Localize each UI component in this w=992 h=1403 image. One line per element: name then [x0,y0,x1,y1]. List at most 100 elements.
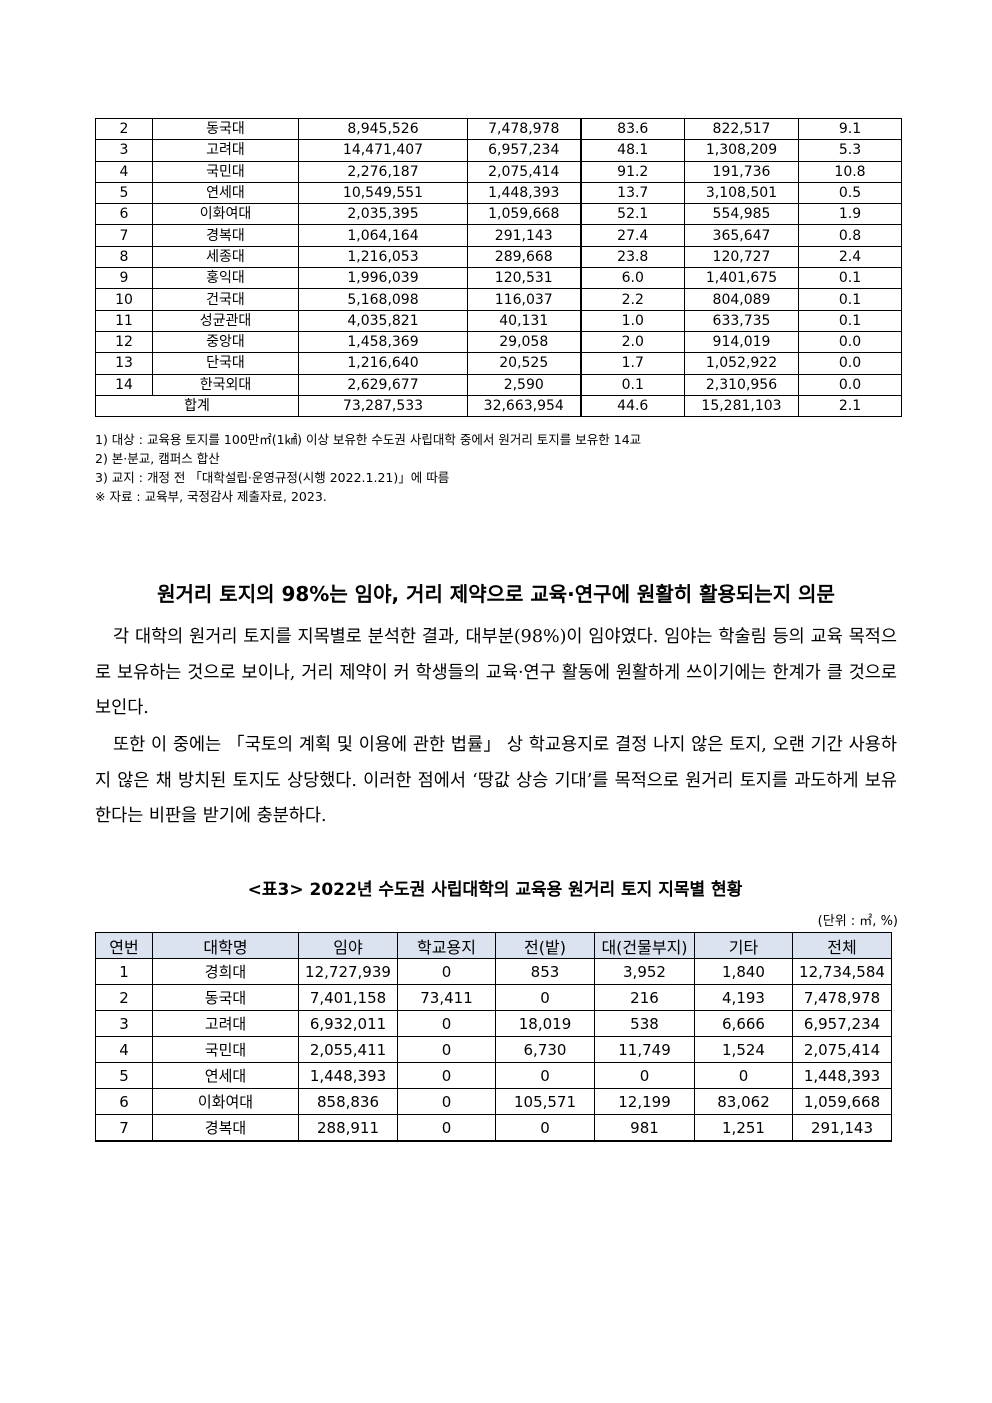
table-cell: 0.5 [798,181,902,205]
table-cell: 822,517 [684,117,799,141]
table-cell: 538 [594,1010,695,1037]
table-cell: 27.4 [580,224,685,247]
table-cell: 3,108,501 [684,181,799,205]
table-cell: 3,952 [594,958,695,985]
table-header-row: 연번 대학명 임야 학교용지 전(밭) 대(건물부지) 기타 전체 [95,932,892,959]
table-cell: 0 [397,1088,496,1115]
table-cell: 0.0 [798,352,902,375]
table-cell: 2,310,956 [684,373,799,396]
table-cell: 1,448,393 [467,181,582,205]
table-cell: 4,193 [694,984,793,1011]
section-heading: 원거리 토지의 98%는 임야, 거리 제약으로 교육·연구에 원활히 활용되는… [157,582,835,606]
table-cell: 105,571 [495,1088,595,1115]
source-note: ※ 자료 : 교육부, 국정감사 제출자료, 2023. [95,489,327,504]
paragraph-2: 또한 이 중에는 「국토의 계획 및 이용에 관한 법률」 상 학교용지로 결정… [95,735,897,826]
table-cell: 0 [495,1062,595,1089]
table-cell: 3 [95,1010,153,1037]
total-label: 합계 [95,394,299,418]
table-cell: 0 [397,958,496,985]
table-cell: 9.1 [798,117,902,141]
table-cell: 291,143 [792,1114,892,1142]
table-cell: 120,727 [684,245,799,269]
table-cell: 동국대 [152,117,299,141]
table-cell: 동국대 [152,984,299,1011]
table-cell: 고려대 [152,1010,299,1037]
table-cell: 9 [95,267,153,290]
table-cell: 83,062 [694,1088,793,1115]
table-cell: 단국대 [152,352,299,375]
table-cell: 13 [95,352,153,375]
table-cell: 1,401,675 [684,267,799,290]
table-cell: 116,037 [467,288,582,311]
table-cell: 2,075,414 [467,160,582,183]
table-row: 11 성균관대 4,035,821 40,131 1.0 633,735 0.1 [95,309,902,332]
table-cell: 804,089 [684,288,799,311]
table-cell: 13.7 [580,181,685,205]
table-cell: 이화여대 [152,203,299,226]
table-cell: 1,458,369 [298,330,468,354]
table-row: 2 동국대 7,401,158 73,411 0 216 4,193 7,478,978 [95,984,892,1011]
table-cell: 12 [95,330,153,354]
table-cell: 2,075,414 [792,1036,892,1063]
table-cell: 12,727,939 [298,958,398,985]
column-header: 학교용지 [397,932,496,959]
table-cell: 1,064,164 [298,224,468,247]
table-cell: 2,055,411 [298,1036,398,1063]
table-cell: 2,629,677 [298,373,468,396]
table-cell: 365,647 [684,224,799,247]
table-cell: 1,996,039 [298,267,468,290]
table-cell: 6,957,234 [792,1010,892,1037]
table-cell: 1,059,668 [792,1088,892,1115]
table-cell: 914,019 [684,330,799,354]
table-cell: 0.1 [798,267,902,290]
table-row: 13 단국대 1,216,640 20,525 1.7 1,052,922 0.0 [95,352,902,375]
table-cell: 5 [95,1062,153,1089]
table-cell: 고려대 [152,139,299,162]
table-cell: 성균관대 [152,309,299,332]
table-cell: 0 [495,984,595,1011]
table-cell: 40,131 [467,309,582,332]
table-cell: 1.0 [580,309,685,332]
table-cell: 6 [95,1088,153,1115]
table-cell: 7,478,978 [467,117,582,141]
table-cell: 2.2 [580,288,685,311]
column-header: 대(건물부지) [594,932,695,959]
table-cell: 191,736 [684,160,799,183]
table-cell: 6,666 [694,1010,793,1037]
table-cell: 23.8 [580,245,685,269]
table-cell: 15,281,103 [684,394,799,418]
note-1: 1) 대상 : 교육용 토지를 100만㎡(1㎢) 이상 보유한 수도권 사립대… [95,432,642,447]
table-cell: 7,401,158 [298,984,398,1011]
table-cell: 12,199 [594,1088,695,1115]
column-header: 전체 [792,932,892,959]
table-cell: 4 [95,1036,153,1063]
table-row: 14 한국외대 2,629,677 2,590 0.1 2,310,956 0.0 [95,373,902,396]
table-cell: 2,035,395 [298,203,468,226]
table-cell: 289,668 [467,245,582,269]
table-cell: 1,216,640 [298,352,468,375]
table-cell: 7,478,978 [792,984,892,1011]
table-cell: 11 [95,309,153,332]
table-row: 9 홍익대 1,996,039 120,531 6.0 1,401,675 0.1 [95,267,902,290]
table-cell: 0 [397,1010,496,1037]
university-land-table: 2 동국대 8,945,526 7,478,978 83.6 822,517 9.1 3 고려대… [95,117,902,418]
table-cell: 6 [95,203,153,226]
table-cell: 국민대 [152,1036,299,1063]
table-cell: 1.9 [798,203,902,226]
table-cell: 5 [95,181,153,205]
table-row: 2 동국대 8,945,526 7,478,978 83.6 822,517 9.1 [95,117,902,141]
table-cell: 20,525 [467,352,582,375]
table-cell: 83.6 [580,117,685,141]
table-cell: 633,735 [684,309,799,332]
table-cell: 858,836 [298,1088,398,1115]
table-cell: 경희대 [152,958,299,985]
table-cell: 48.1 [580,139,685,162]
table-row: 5 연세대 1,448,393 0 0 0 0 1,448,393 [95,1062,892,1089]
table-row: 7 경복대 288,911 0 0 981 1,251 291,143 [95,1114,892,1142]
column-header: 연번 [95,932,153,959]
table-notes: 1) 대상 : 교육용 토지를 100만㎡(1㎢) 이상 보유한 수도권 사립대… [95,430,641,506]
table-cell: 10,549,551 [298,181,468,205]
table-cell: 73,411 [397,984,496,1011]
table-row: 3 고려대 6,932,011 0 18,019 538 6,666 6,957,234 [95,1010,892,1037]
